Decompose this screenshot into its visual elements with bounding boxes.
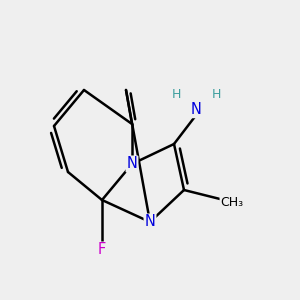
Text: N: N (145, 214, 155, 230)
Text: N: N (127, 157, 137, 172)
Text: H: H (211, 88, 221, 101)
Text: N: N (190, 103, 201, 118)
Text: F: F (98, 242, 106, 257)
Text: H: H (172, 88, 182, 101)
Text: CH₃: CH₃ (220, 196, 244, 208)
